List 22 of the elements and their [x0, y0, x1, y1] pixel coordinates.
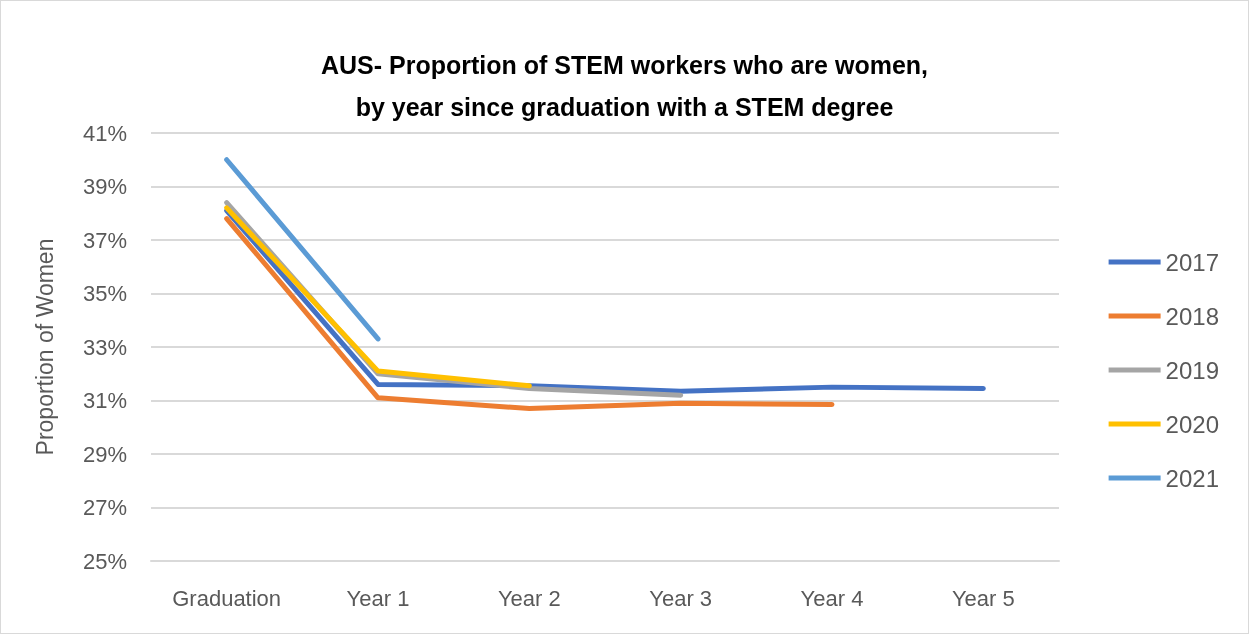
- y-tick-label: 27%: [82, 495, 127, 520]
- legend-label: 2020: [1165, 410, 1219, 438]
- y-axis-title: Proportion of Women: [31, 238, 58, 456]
- x-tick-label: Year 2: [497, 585, 561, 611]
- x-tick-label: Year 3: [649, 585, 713, 611]
- legend-label: 2017: [1165, 248, 1219, 276]
- y-tick-label: 25%: [82, 548, 127, 574]
- x-tick-label: Year 4: [800, 585, 864, 611]
- y-tick-label: 29%: [82, 441, 127, 467]
- y-tick-label: 33%: [82, 334, 127, 360]
- chart-title: AUS- Proportion of STEM workers who are women, by year since graduation with a STEM degree: [320, 51, 929, 121]
- x-tick-label: Graduation: [172, 585, 282, 611]
- y-tick-label: 31%: [82, 388, 127, 413]
- y-tick-label: 35%: [82, 281, 127, 306]
- y-tick-label: 37%: [82, 227, 127, 253]
- legend-label: 2021: [1165, 464, 1219, 492]
- legend-label: 2018: [1165, 302, 1219, 330]
- x-tick-label: Year 1: [346, 585, 410, 611]
- y-tick-label: 41%: [82, 120, 127, 146]
- y-tick-label: 39%: [82, 174, 127, 199]
- x-tick-label: Year 5: [951, 585, 1015, 611]
- legend-label: 2019: [1165, 356, 1219, 384]
